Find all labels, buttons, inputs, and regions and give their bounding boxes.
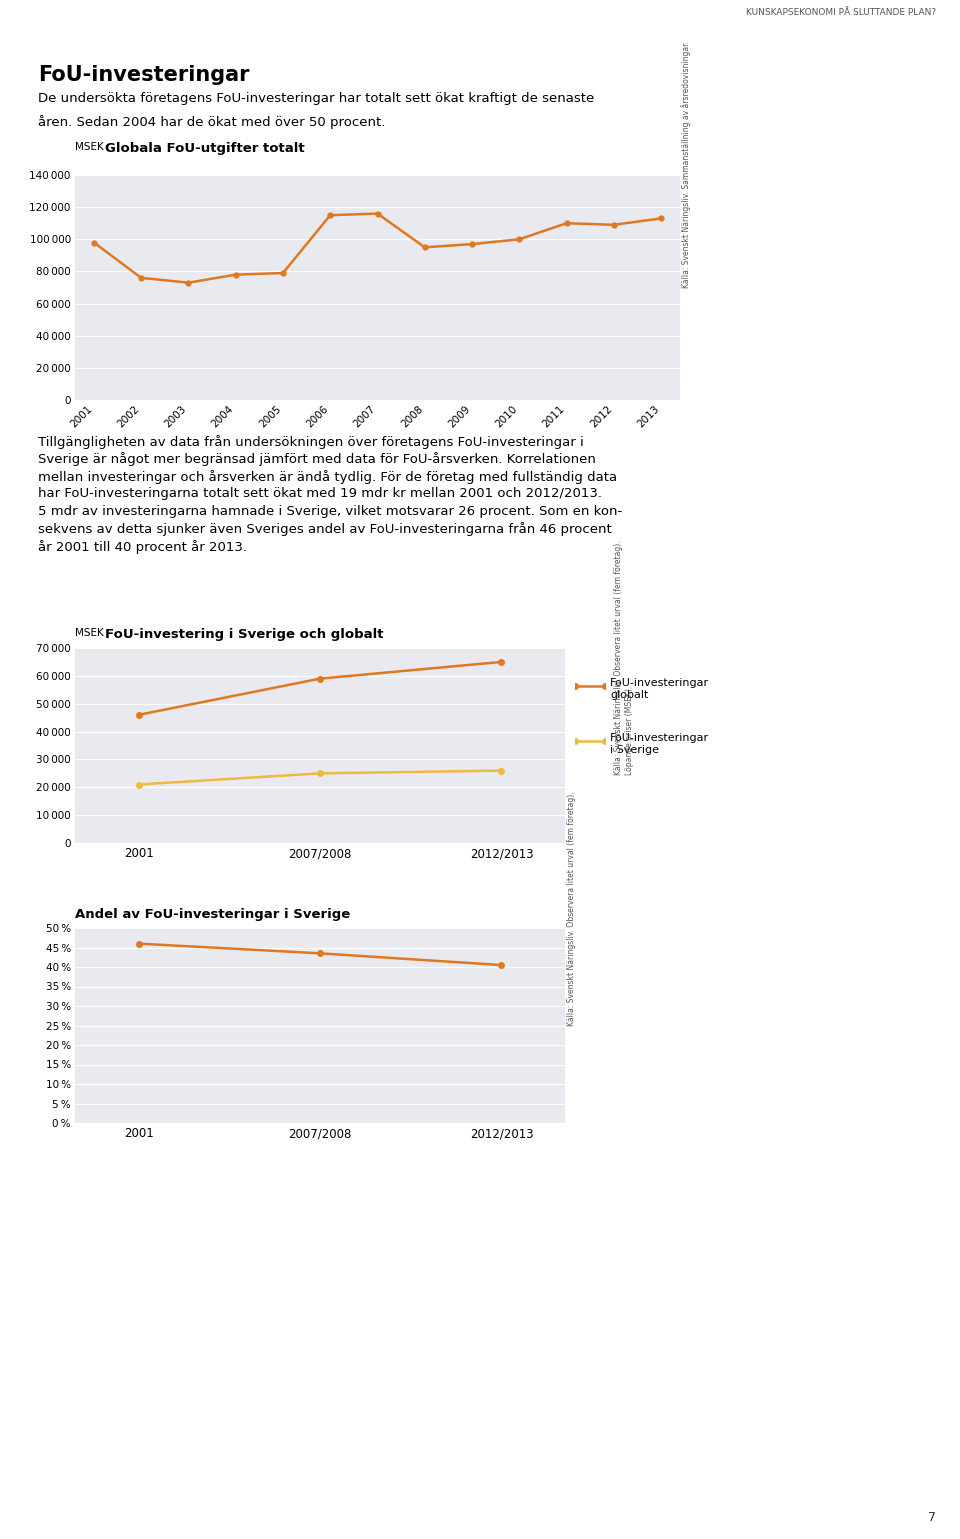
Text: KUNSKAPSEKONOMI PÅ SLUTTANDE PLAN?: KUNSKAPSEKONOMI PÅ SLUTTANDE PLAN?: [746, 8, 936, 17]
Text: 5 mdr av investeringarna hamnade i Sverige, vilket motsvarar 26 procent. Som en : 5 mdr av investeringarna hamnade i Sveri…: [38, 505, 623, 519]
Text: De undersökta företagens FoU-investeringar har totalt sett ökat kraftigt de sena: De undersökta företagens FoU-investering…: [38, 92, 594, 105]
Text: FoU-investering i Sverige och globalt: FoU-investering i Sverige och globalt: [105, 628, 383, 642]
Text: Andel av FoU-investeringar i Sverige: Andel av FoU-investeringar i Sverige: [75, 908, 350, 920]
Text: FoU-investeringar
i Sverige: FoU-investeringar i Sverige: [610, 733, 709, 754]
Text: FoU-investeringar
globalt: FoU-investeringar globalt: [610, 679, 709, 700]
Text: Källa: Svenskt Näringsliv. Sammanställning av årsredovisningar.: Källa: Svenskt Näringsliv. Sammanställni…: [681, 40, 691, 288]
Text: Sverige är något mer begränsad jämfört med data för FoU-årsverken. Korrelationen: Sverige är något mer begränsad jämfört m…: [38, 452, 596, 466]
Text: MSEK: MSEK: [75, 628, 104, 639]
Text: har FoU-investeringarna totalt sett ökat med 19 mdr kr mellan 2001 och 2012/2013: har FoU-investeringarna totalt sett ökat…: [38, 488, 603, 500]
Text: MSEK: MSEK: [75, 142, 104, 151]
Text: Tillgängligheten av data från undersökningen över företagens FoU-investeringar i: Tillgängligheten av data från undersökni…: [38, 436, 584, 449]
Text: mellan investeringar och årsverken är ändå tydlig. För de företag med fullständi: mellan investeringar och årsverken är än…: [38, 469, 617, 483]
Text: år 2001 till 40 procent år 2013.: år 2001 till 40 procent år 2013.: [38, 540, 248, 554]
Text: Källa: Svenskt Näringsliv. Observera litet urval (fem företag).
Löpande priser (: Källa: Svenskt Näringsliv. Observera lit…: [614, 540, 634, 774]
Text: sekvens av detta sjunker även Sveriges andel av FoU-investeringarna från 46 proc: sekvens av detta sjunker även Sveriges a…: [38, 523, 612, 537]
Text: 7: 7: [928, 1511, 936, 1524]
Text: Källa: Svenskt Näringsliv. Observera litet urval (fem företag).: Källa: Svenskt Näringsliv. Observera lit…: [566, 791, 575, 1025]
Text: FoU-investeringar: FoU-investeringar: [38, 65, 250, 85]
Text: Globala FoU-utgifter totalt: Globala FoU-utgifter totalt: [105, 142, 304, 154]
Text: åren. Sedan 2004 har de ökat med över 50 procent.: åren. Sedan 2004 har de ökat med över 50…: [38, 115, 386, 129]
